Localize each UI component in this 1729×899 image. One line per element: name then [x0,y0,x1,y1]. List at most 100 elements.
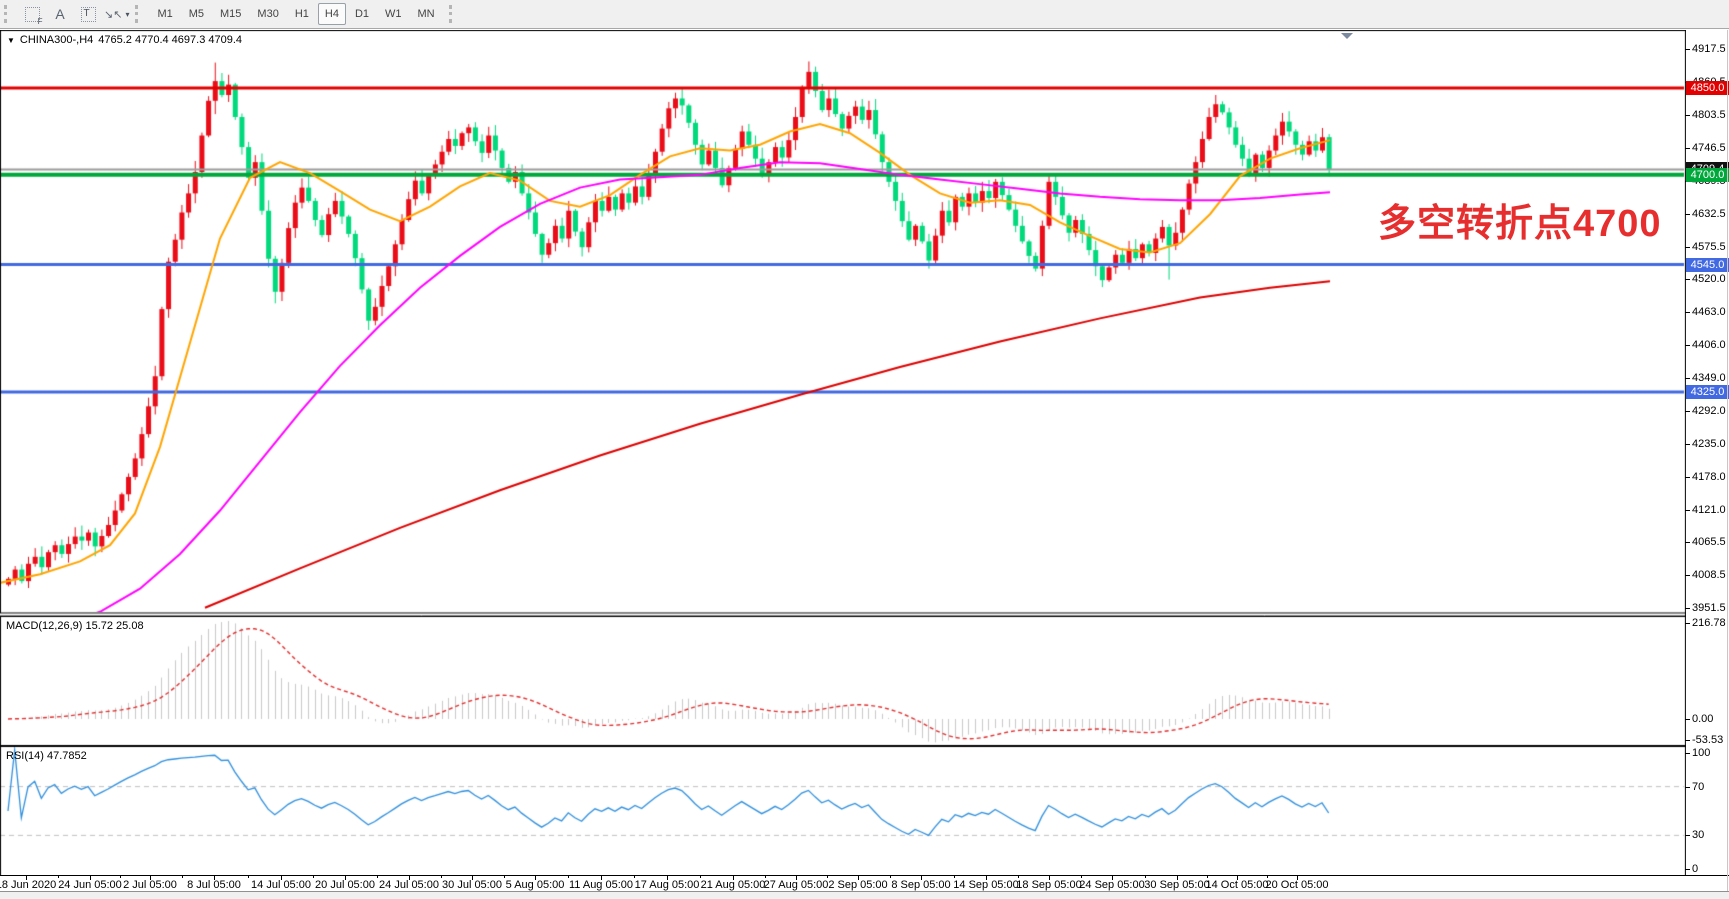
date-minor-tick [827,876,828,878]
date-minor-tick [700,876,701,878]
price-tick-tick [1685,477,1690,478]
chart-shift-marker[interactable] [1341,33,1353,39]
price-tick-tick [1685,148,1690,149]
date-label: 11 Aug 05:00 [568,879,634,891]
date-tick [1049,876,1050,880]
price-tick-tick [1685,279,1690,280]
date-tick [281,876,282,880]
price-tick-tick [1685,542,1690,543]
price-tick-label: 4008.5 [1692,569,1726,581]
price-tick-label: 4178.0 [1692,471,1726,483]
rsi-level-tick [1685,835,1690,836]
date-minor-tick [247,876,249,878]
date-label: 5 Aug 05:00 [505,879,565,891]
price-tick-label: 4065.5 [1692,536,1726,548]
price-tick-tick [1685,345,1690,346]
date-minor-tick [1144,876,1146,878]
date-minor-tick [182,876,183,878]
date-minor-tick [889,876,891,878]
level-badge-4850.0: 4850.0 [1686,81,1729,95]
toolbar-drag-handle[interactable] [135,5,145,23]
date-label: 24 Sep 05:00 [1079,879,1145,891]
timeframe-button-M30[interactable]: M30 [257,8,279,20]
date-tick [214,876,215,880]
date-tick [601,876,602,880]
timeframe-button-H1[interactable]: H1 [294,8,309,20]
date-minor-tick [1207,876,1208,878]
price-tick-tick [1685,378,1690,379]
timeframe-button-group: M1 M5 M15 M30 H1 H4 D1 W1 MN [149,3,442,25]
text-box-icon: T [80,6,96,22]
date-tick [1177,876,1178,880]
price-tick-label: 4349.0 [1692,372,1726,384]
rsi-level-label: 0 [1692,863,1699,875]
timeframe-button-M5[interactable]: M5 [188,8,205,20]
price-tick-tick [1685,247,1690,248]
rsi-indicator-label: RSI(14) 47.7852 [6,750,87,762]
chart-grid-tool-button[interactable]: F [19,2,45,26]
date-label: 24 Jun 05:00 [58,879,122,891]
date-label: 8 Sep 05:00 [891,879,951,891]
date-minor-tick [1080,876,1082,878]
date-minor-tick [568,876,569,878]
timeframe-button-M15[interactable]: M15 [220,8,242,20]
window-right-edge [1727,30,1728,891]
rsi-level-label: 30 [1692,829,1705,841]
date-label: 27 Aug 05:00 [763,879,829,891]
toolbar-drag-handle[interactable] [448,5,459,23]
symbol-dropdown-icon[interactable]: ▼ [7,35,15,45]
text-label-tool-button[interactable]: A [47,2,73,26]
date-label: 30 Sep 05:00 [1144,879,1210,891]
price-tick-label: 4575.5 [1692,241,1726,253]
date-label: 2 Jul 05:00 [123,879,177,891]
rsi-level-tick [1685,869,1690,870]
price-tick-tick [1685,214,1690,215]
chevron-down-icon: ▾ [125,9,130,19]
date-minor-tick [953,876,955,878]
date-minor-tick [58,876,59,878]
rsi-level-tick [1685,787,1690,788]
grid-icon: F [24,6,43,26]
price-tick-label: 4235.0 [1692,438,1726,450]
window-bottom-edge [0,891,1729,899]
date-label: 8 Jul 05:00 [187,879,241,891]
chart-canvas[interactable] [0,30,1686,876]
date-minor-tick [764,876,766,878]
toolbar-drag-handle[interactable] [4,5,14,23]
date-label: 17 Aug 05:00 [634,879,700,891]
price-tick-label: 4463.0 [1692,306,1726,318]
macd-zero-label: 0.00 [1692,713,1714,725]
symbol-period-label: CHINA300-,H4 [19,34,94,46]
date-minor-tick [634,876,635,878]
price-tick-label: 4632.5 [1692,208,1726,220]
timeframe-button-H4[interactable]: H4 [317,3,346,25]
date-tick [858,876,859,880]
timeframe-button-W1[interactable]: W1 [385,8,402,20]
rsi-level-label: 100 [1692,747,1711,759]
date-minor-tick [503,876,505,878]
date-tick [409,876,410,880]
toolbar: F A T ↘↖ ▾ M1 M5 M15 M30 H1 H4 D1 W1 MN [0,0,1729,29]
date-tick [472,876,473,880]
date-label: 20 Oct 05:00 [1265,879,1329,891]
price-tick-label: 4121.0 [1692,504,1726,516]
arrange-objects-button[interactable]: ↘↖ ▾ [103,2,130,26]
time-axis[interactable]: 18 Jun 2020 24 Jun 05:00 2 Jul 05:00 8 Jul … [0,875,1729,892]
date-label: 14 Sep 05:00 [953,879,1019,891]
chart-window: ▼ CHINA300-,H4 4765.2 4770.4 4697.3 4709… [0,30,1729,892]
price-tick-label: 4746.5 [1692,142,1726,154]
text-box-tool-button[interactable]: T [75,2,101,26]
price-tick-tick [1685,510,1690,511]
timeframe-button-M1[interactable]: M1 [157,8,173,20]
timeframe-button-D1[interactable]: D1 [354,8,370,20]
date-label: 14 Oct 05:00 [1205,879,1269,891]
rsi-level-label: 70 [1692,781,1705,793]
price-tick-tick [1685,115,1690,116]
timeframe-button-MN[interactable]: MN [417,8,435,20]
price-tick-label: 3951.5 [1692,602,1726,614]
date-minor-tick [1267,876,1268,878]
date-minor-tick [120,876,121,878]
level-badge-4700.0: 4700.0 [1686,168,1729,182]
date-tick [150,876,151,880]
level-badge-4325.0: 4325.0 [1686,385,1729,399]
